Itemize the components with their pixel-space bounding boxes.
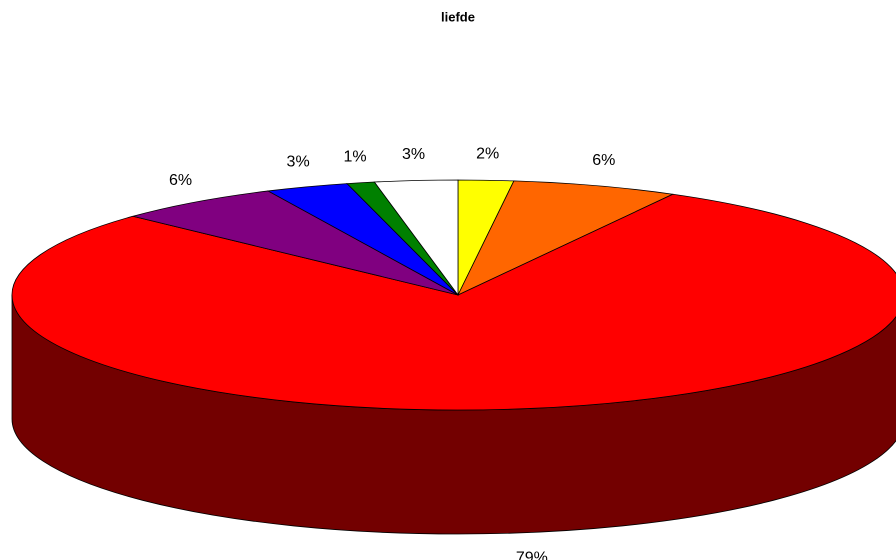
pie-slice <box>373 179 459 297</box>
data-label: 3% <box>287 154 310 171</box>
data-label: 3% <box>402 146 425 163</box>
data-label: 2% <box>476 145 499 162</box>
data-label: 1% <box>343 149 366 166</box>
chart-title: liefde <box>441 9 475 24</box>
pie-slice <box>11 193 896 411</box>
data-label: 6% <box>169 172 192 189</box>
data-label: 79% <box>516 549 548 560</box>
data-label: 6% <box>592 152 615 169</box>
pie-slice <box>131 190 459 296</box>
pie-slice <box>457 180 675 296</box>
